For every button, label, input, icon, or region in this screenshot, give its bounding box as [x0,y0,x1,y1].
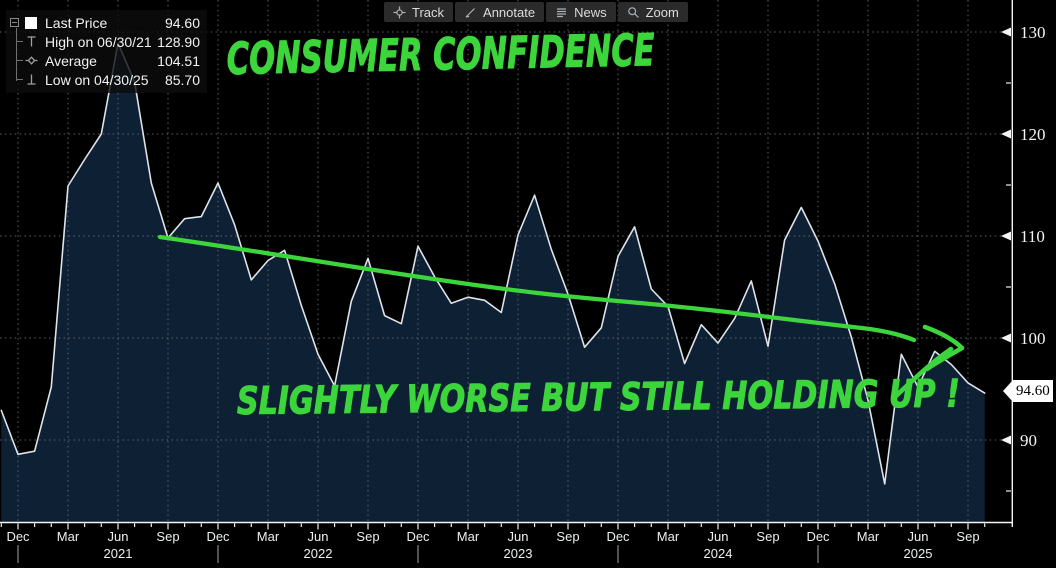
last-price-axis-marker: 94.60 [1003,380,1053,402]
legend-row-average: Average 104.51 [10,51,202,70]
legend-value: 85.70 [164,71,200,88]
last-price-value: 94.60 [1013,380,1053,402]
price-line [0,42,986,485]
x-axis-month-label: Sep [356,529,379,544]
y-axis-value-label: 90 [1020,431,1037,450]
legend-label: Average [45,52,97,69]
handwritten-title: CONSUMER CONFIDENCE [226,25,655,85]
x-axis-month-label: Jun [708,529,729,544]
pencil-icon [465,7,475,18]
legend-label: Low on 04/30/25 [45,71,149,88]
track-button-label: Track [412,4,445,20]
y-axis-value-label: 110 [1020,227,1045,246]
zoom-button-label: Zoom [645,4,679,20]
legend-tree-line [16,28,17,81]
x-axis-month-label: Mar [257,529,280,544]
legend-row-low: Low on 04/30/25 85.70 [10,70,202,89]
legend-tree-stub [16,60,23,61]
x-axis-month-label: Mar [457,529,480,544]
x-axis-month-label: Jun [908,529,929,544]
y-axis-tick-arrow [1001,129,1011,139]
y-axis-value-label: 100 [1020,329,1046,348]
annotate-button[interactable]: Annotate [455,2,545,22]
x-axis-month-label: Mar [657,529,680,544]
legend-value: 128.90 [157,33,200,50]
handwritten-comment: SLIGHTLY WORSE BUT STILL HOLDING UP ! [237,371,960,423]
x-axis-month-label: Sep [956,529,979,544]
legend-value: 104.51 [157,52,200,69]
x-axis-month-label: Sep [556,529,579,544]
area-fill [1,43,985,522]
x-axis-month-label: Jun [108,529,129,544]
crosshair-icon [393,6,406,18]
legend-value: 94.60 [164,14,200,31]
high-marker-icon [27,36,36,47]
legend-tree-stub [16,79,23,80]
x-axis-year-label: 2024 [704,546,733,561]
x-axis-year-label: 2023 [504,546,533,561]
y-axis-value-label: 130 [1020,23,1046,42]
x-axis-year-label: 2022 [304,546,333,561]
legend-row-last-price: Last Price 94.60 [10,13,202,32]
legend-tree-stub [16,41,23,42]
y-axis-tick-arrow [1001,231,1011,241]
track-button[interactable]: Track [384,2,454,22]
magnifier-icon [627,6,639,18]
legend-label: Last Price [45,14,108,31]
chart-legend: Last Price 94.60 High on 06/30/21 128.90… [6,10,207,93]
x-axis-month-label: Jun [508,529,529,544]
news-button[interactable]: News [546,2,616,22]
legend-label: High on 06/30/21 [45,33,152,50]
x-axis-month-label: Dec [206,529,230,544]
x-axis-month-label: Dec [406,529,430,544]
zoom-button[interactable]: Zoom [617,2,688,22]
x-axis-year-label: 2021 [104,546,133,561]
white-square-swatch [25,16,37,29]
x-axis-month-label: Dec [606,529,630,544]
annotate-button-label: Annotate [483,4,536,20]
x-axis-month-label: Dec [806,529,830,544]
x-axis-month-label: Dec [6,529,30,544]
price-marker-notch-icon [1003,380,1013,402]
arrow-tail-annotation [893,346,954,399]
y-axis-tick-arrow [1001,435,1011,445]
trend-line-annotation [157,234,917,343]
legend-collapse-icon[interactable] [10,18,19,27]
y-axis-tick-arrow [1001,27,1011,37]
x-axis-month-label: Mar [857,529,880,544]
news-button-label: News [574,4,607,20]
x-axis-month-label: Mar [57,529,80,544]
x-axis-month-label: Sep [156,529,179,544]
news-lines-icon [557,7,567,17]
chart-toolbar: Track Annotate News Zoom [384,2,688,22]
x-axis-month-label: Jun [308,529,329,544]
x-axis-year-label: 2025 [904,546,933,561]
arrow-head-annotation [922,324,965,372]
legend-row-high: High on 06/30/21 128.90 [10,32,202,51]
hand-drawn-annotations: CONSUMER CONFIDENCE SLIGHTLY WORSE BUT S… [157,24,965,424]
x-axis-month-label: Sep [756,529,779,544]
y-axis-tick-arrow [1001,333,1011,343]
low-marker-icon [27,74,36,85]
average-marker-icon [25,56,38,65]
y-axis-value-label: 120 [1020,125,1046,144]
